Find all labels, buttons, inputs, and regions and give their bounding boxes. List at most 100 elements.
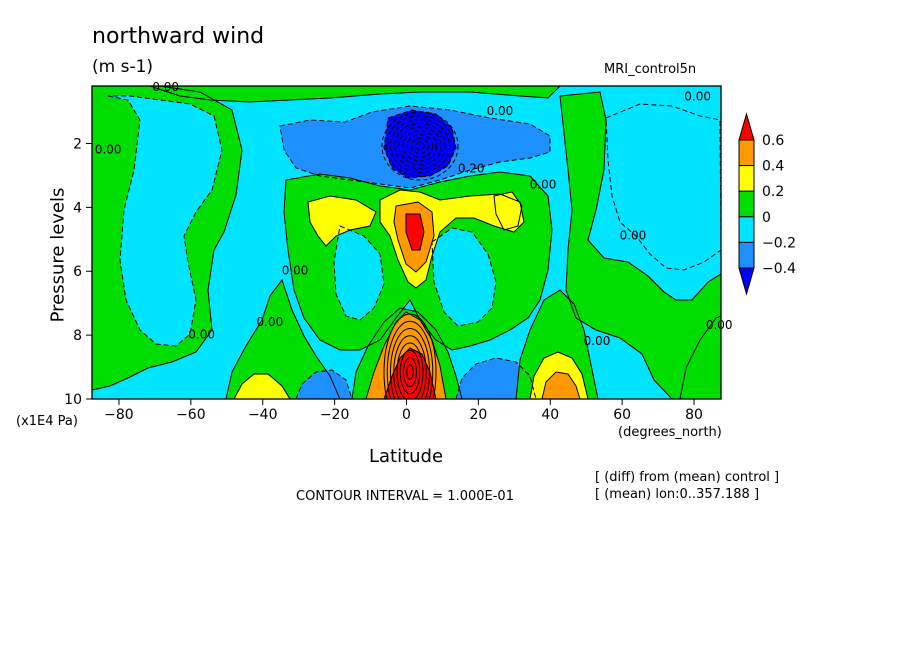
x-tick-label: −40	[248, 407, 278, 423]
contour-region-sh-cyan-tongue	[108, 96, 222, 346]
contour-cluster-sfc	[406, 364, 414, 380]
contour-label: 0.00	[530, 178, 557, 192]
contour-label: 0.00	[188, 328, 215, 342]
contour-label: 0.00	[282, 264, 309, 278]
y-tick-label: 8	[73, 328, 82, 344]
contour-region-sfc-yellow-left	[234, 374, 290, 399]
contour-cluster-sfc	[386, 320, 434, 399]
contour-region-top-green	[150, 86, 560, 102]
contour-cluster-sfc	[390, 328, 430, 399]
contour-line-yellow-center	[379, 189, 525, 289]
colorbar-band	[738, 139, 755, 167]
x-tick-label: −20	[320, 407, 350, 423]
contour-line-sfc-blue-left	[295, 369, 353, 399]
contour-region-red-center	[406, 214, 424, 250]
contour-line-sfc-blue-right	[455, 357, 537, 399]
colorbar-bottom-arrow	[738, 267, 755, 296]
contour-line-sfc-yellow-right	[529, 351, 589, 399]
x-axis-unit: (degrees_north)	[618, 425, 722, 440]
contour-region-sfc-green-left	[226, 280, 340, 399]
contour-line-nh-green-band	[559, 91, 721, 399]
contour-label: 0.00	[487, 104, 514, 118]
y-tick-label: 10	[64, 392, 82, 408]
contour-region-strat-deep-blue	[384, 110, 456, 178]
contour-cluster-strat	[415, 141, 425, 151]
contour-cluster-strat	[398, 126, 442, 166]
colorbar-label: −0.4	[762, 261, 796, 277]
contour-region-yellow-left	[308, 196, 376, 246]
colorbar-label: 0.4	[762, 159, 784, 175]
colorbar-label: −0.2	[762, 235, 796, 251]
y-tick-label: 2	[73, 136, 82, 152]
note-mean: [ (mean) lon:0..357.188 ]	[595, 487, 760, 502]
colorbar-label: 0.6	[762, 133, 784, 149]
contour-interval: CONTOUR INTERVAL = 1.000E-01	[296, 489, 514, 504]
y-axis-unit: (x1E4 Pa)	[16, 414, 78, 429]
contour-cluster-strat	[389, 119, 451, 173]
note-diff: [ (diff) from (mean) control ]	[595, 470, 780, 485]
contour-cluster-strat	[406, 134, 434, 158]
contour-label: 0.00	[584, 334, 611, 348]
contour-line-nh-cyan-polar	[605, 103, 721, 271]
contour-label: 0.00	[684, 90, 711, 104]
contour-cluster-sfc	[399, 349, 421, 395]
contour-label: 0.00	[257, 315, 284, 329]
chart-title: northward wind	[92, 24, 265, 49]
contour-cluster-strat	[385, 115, 455, 177]
contour-cluster-sfc	[403, 357, 417, 387]
x-tick-label: 60	[613, 407, 631, 423]
contour-cluster-sfc	[393, 335, 427, 399]
contour-line-sh-cyan-tongue	[107, 95, 223, 347]
x-tick-label: 40	[541, 407, 559, 423]
contour-region-cyan-hole-right	[432, 228, 496, 326]
y-tick-label: 4	[73, 200, 82, 216]
contour-region-yellow-right	[494, 192, 522, 230]
contour-line-sfc-green-left	[225, 278, 341, 399]
contour-line-sfc-yellow-left	[233, 373, 291, 399]
contour-region-nh-green-band	[560, 92, 721, 399]
colorbar-band	[738, 165, 755, 192]
contour-label: 0.00	[95, 142, 122, 156]
contour-line-yellow-left	[307, 195, 377, 247]
contour-label: 0.00	[620, 229, 647, 243]
colorbar-top-arrow	[738, 112, 755, 141]
contour-region-sfc-orange-right	[542, 372, 580, 399]
contour-line-cyan-hole-left	[333, 225, 385, 321]
y-tick-label: 6	[73, 264, 82, 280]
colorbar-band	[738, 241, 755, 269]
contour-region-cyan-hole-left	[334, 226, 384, 320]
contour-region-sfc-red-center	[384, 348, 436, 399]
contour-cluster-sfc	[396, 342, 424, 399]
colorbar-band	[738, 190, 755, 218]
x-tick-label: 0	[402, 407, 411, 423]
contour-cluster-strat	[394, 122, 446, 170]
x-axis-label: Latitude	[368, 446, 444, 467]
contour-line-orange-center	[393, 201, 435, 273]
contour-line-top-green	[149, 86, 561, 103]
x-tick-label: −60	[176, 407, 206, 423]
contour-label: 0.20	[458, 162, 485, 176]
contour-region-sfc-blue-right	[456, 358, 536, 399]
colorbar-label: 0.2	[762, 184, 784, 200]
contour-line-sh-green-polar	[92, 86, 243, 391]
x-tick-label: 80	[685, 407, 703, 423]
contour-label: 0.00	[706, 318, 733, 332]
contour-region-nh-cyan-polar	[606, 104, 721, 270]
dataset-label: MRI_control5n	[604, 62, 697, 77]
chart-units: (m s-1)	[92, 57, 154, 77]
contour-line-sfc-orange-right	[541, 371, 581, 399]
contour-line-strat-blue	[279, 105, 551, 189]
contour-cluster-strat	[411, 137, 429, 155]
x-tick-label: 20	[469, 407, 487, 423]
contour-line-sfc-green-right	[515, 289, 599, 399]
contour-label: 0.00	[152, 80, 179, 94]
contour-cluster-sfc	[383, 313, 437, 399]
contour-line-sfc-green-center	[351, 307, 463, 399]
colorbar-band	[738, 216, 755, 243]
contour-line-sfc-orange-center	[365, 311, 447, 399]
contour-line-trop-green	[283, 171, 553, 351]
contour-line-red-center	[405, 213, 425, 251]
colorbar-label: 0	[762, 210, 771, 226]
contour-line-nh-green-right-sfc	[679, 315, 721, 399]
